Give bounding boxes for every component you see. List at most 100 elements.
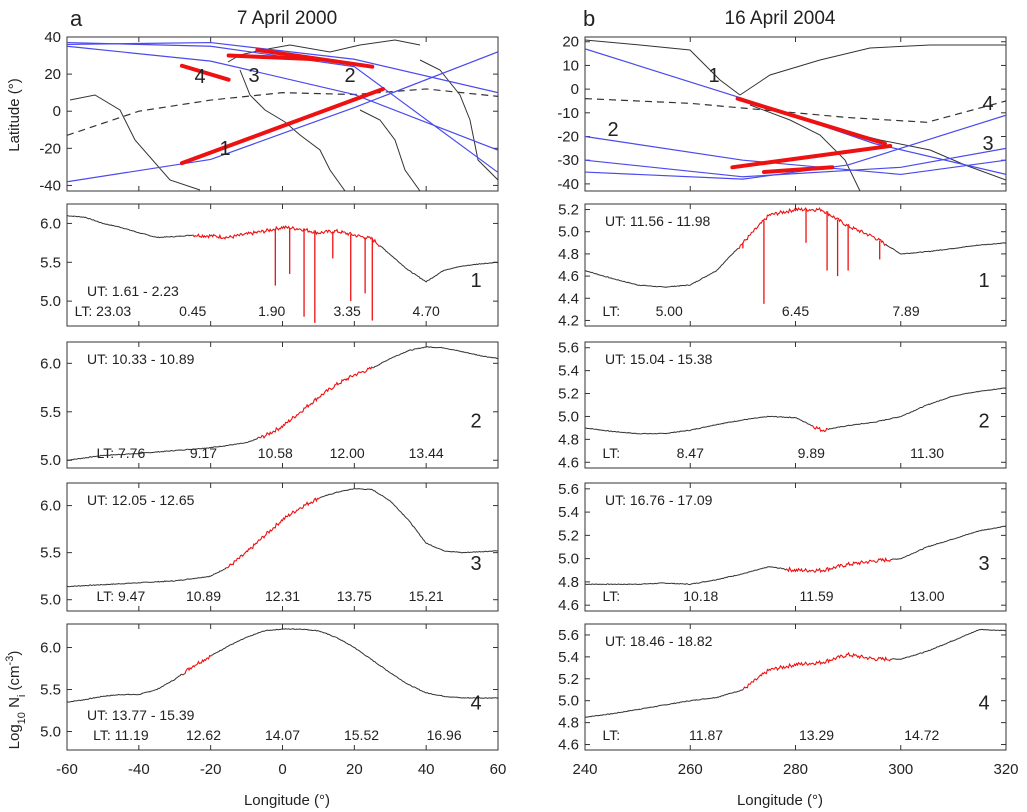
a_orbit2-ut-label: UT: 10.33 - 10.89 <box>87 351 195 367</box>
a_orbit1-lt-label: LT: 23.03 <box>75 303 132 319</box>
a_map-frame <box>66 36 499 192</box>
a_orbit2-ytick-label: 5.0 <box>40 452 61 469</box>
b_map-terminator <box>585 98 1006 123</box>
a_map-orbit-1 <box>67 51 498 183</box>
a_orbit2-ytick-label: 6.0 <box>40 355 61 372</box>
a_map-coastline-4 <box>419 59 498 181</box>
a_map-coastline-1 <box>227 39 421 63</box>
b_orbit1-ytick-label: 4.6 <box>558 268 579 285</box>
a-map-orbit-label-4: 4 <box>194 66 205 88</box>
a_orbit2-orbit-number: 2 <box>470 411 481 433</box>
b_orbit2-ytick-label: 5.4 <box>558 363 579 380</box>
b_orbit3-lt-label: 11.59 <box>800 588 834 604</box>
a_map-panel: -40 -20 0 20 40 <box>39 29 499 194</box>
b_map-ytick-label: 20 <box>562 34 579 51</box>
a_map-orbit-4-highlight <box>179 63 231 82</box>
a_orbit4-lt-label: LT: 11.19 <box>93 727 149 743</box>
a_map-orbit-3 <box>67 41 498 173</box>
a_orbit2-lt-label: 13.44 <box>409 445 444 461</box>
b_orbit4-ytick-label: 4.8 <box>558 715 579 732</box>
b_map-ytick-label: 0 <box>571 81 579 98</box>
b_orbit4-lt-label: 11.87 <box>689 727 723 743</box>
a_map-terminator <box>67 88 498 136</box>
a_map-orbit-4 <box>67 45 498 151</box>
a_orbit2-lt-label: 10.58 <box>258 445 293 461</box>
b_map-ytick-label: 10 <box>562 57 579 74</box>
a_orbit3-density-highlight <box>226 497 320 569</box>
a_orbit4-ytick-label: 5.0 <box>40 724 61 741</box>
a_map-coastline-2 <box>239 69 346 191</box>
a_orbit4-lt-label: 16.96 <box>427 727 462 743</box>
b_orbit2-lt-label: 8.47 <box>677 445 704 461</box>
b_orbit3-plot <box>585 525 1006 586</box>
b_orbit3-lt-label: 13.00 <box>910 588 945 604</box>
b_orbit4-plot <box>585 628 1006 718</box>
b_orbit1-density-line <box>585 242 1006 288</box>
a_orbit2-lt-label: 9.17 <box>190 445 217 461</box>
b_orbit4-lt-label: 14.72 <box>904 727 939 743</box>
a_map-coastline-3 <box>359 109 421 191</box>
y-axis-label-latitude: Latitude (°) <box>6 78 23 152</box>
a_orbit3-ytick-label: 5.0 <box>40 592 61 609</box>
a-xtick-label: -40 <box>128 761 150 778</box>
b_orbit2-ytick-label: 4.6 <box>558 454 579 471</box>
a-xtick-label: -20 <box>200 761 222 778</box>
a_map-plot <box>67 39 498 191</box>
b_orbit4-density-line <box>585 628 1006 718</box>
b_orbit4-ytick-label: 5.4 <box>558 649 579 666</box>
b_orbit2-ytick-label: 5.2 <box>558 386 579 403</box>
a_orbit2-density-highlight <box>257 366 374 440</box>
a_map-ytick-label: 0 <box>53 103 61 120</box>
b_orbit2-density-line <box>585 387 1006 435</box>
b_map-ytick-label: -10 <box>557 105 579 122</box>
a_orbit2-lt-label: 12.00 <box>330 445 365 461</box>
a-xtick-label: 60 <box>490 761 507 778</box>
a_orbit3-ytick-label: 6.0 <box>40 498 61 515</box>
y-axis-label-density: Log10 Ni (cm-3) <box>4 651 28 750</box>
b_map-panel: -40 -30 -20 -10 0 10 20 <box>557 34 1007 193</box>
a_orbit4-density-line <box>67 628 498 703</box>
b_orbit1-lt-label: 6.45 <box>782 303 809 319</box>
b_orbit1-plot <box>585 206 1006 304</box>
b_map-plot <box>585 39 1006 191</box>
a_orbit4-lt-label: 12.62 <box>186 727 221 743</box>
a_orbit1-orbit-number: 1 <box>470 270 481 292</box>
b-map-orbit-label-1: 1 <box>708 65 719 87</box>
b_orbit2-lt-label: 11.30 <box>910 445 944 461</box>
b_orbit1-ytick-label: 4.8 <box>558 246 579 263</box>
a-xtick-label: -60 <box>56 761 78 778</box>
b_orbit2-ytick-label: 5.0 <box>558 408 579 425</box>
b_orbit3-lt-label: 10.18 <box>683 588 718 604</box>
a-map-orbit-label-1: 1 <box>219 138 230 160</box>
a_orbit4-plot <box>67 628 498 703</box>
b_orbit4-density-highlight <box>742 651 892 690</box>
a_map-orbit-2 <box>67 41 498 94</box>
a_orbit1-plot <box>67 215 498 323</box>
a_orbit4-ytick-label: 6.0 <box>40 640 61 657</box>
b_orbit4-lt-label: 13.29 <box>799 727 834 743</box>
b_orbit1-lt-label: LT: <box>602 303 620 319</box>
a_orbit4-density-highlight <box>182 654 213 676</box>
b_orbit4-lt-label: LT: <box>602 727 620 743</box>
b_orbit2-ytick-label: 5.6 <box>558 340 579 357</box>
b_orbit2-lt-label: LT: <box>602 445 620 461</box>
a_orbit2-panel: 5.0 5.5 6.0 UT: 10.33 - 10.89 LT: 7.76 9.17 10… <box>40 341 499 469</box>
b_orbit4-orbit-number: 4 <box>978 693 989 715</box>
b_map-orbit-1-highlight <box>735 96 887 146</box>
a_map-ytick-label: 20 <box>44 66 61 83</box>
b-xtick-label: 260 <box>678 761 703 778</box>
a_orbit2-lt-label: LT: 7.76 <box>96 445 145 461</box>
a_orbit3-ytick-label: 5.5 <box>40 545 61 562</box>
a_orbit4-lt-label: 14.07 <box>265 727 300 743</box>
a_orbit2-ytick-label: 5.5 <box>40 404 61 421</box>
b-xtick-label: 300 <box>888 761 913 778</box>
a_map-orbit-1-highlight <box>179 86 386 166</box>
a_map-ytick-label: 40 <box>44 29 61 46</box>
b_orbit3-lt-label: LT: <box>602 588 620 604</box>
a_orbit1-ut-label: UT: 1.61 - 2.23 <box>87 283 179 299</box>
b_map-orbit-3-highlight <box>730 143 893 170</box>
b_map-orbit-4-highlight <box>761 165 835 175</box>
b-map-orbit-label-3: 3 <box>982 133 993 155</box>
b-xtick-label: 320 <box>993 761 1018 778</box>
